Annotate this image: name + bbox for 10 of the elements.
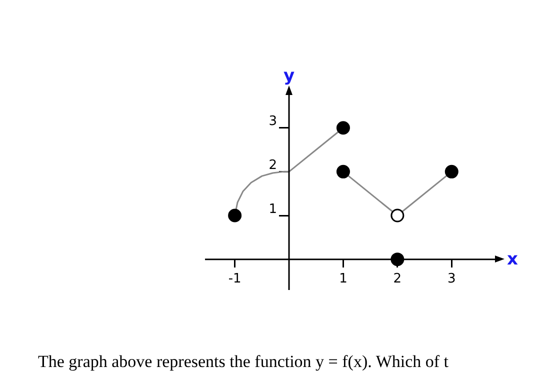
x-tick-label: 1 xyxy=(339,272,348,286)
text: The graph above represents the function y = f(x). Which of t xyxy=(38,352,449,372)
y-axis-title: y xyxy=(283,66,295,86)
y-tick-label: 2 xyxy=(268,158,278,174)
x-tick-label: -1 xyxy=(228,272,242,286)
x-tick-label: 2 xyxy=(393,272,402,286)
y-tick-label: 3 xyxy=(268,114,278,130)
x-tick-label: 3 xyxy=(447,272,456,286)
y-tick-label: 1 xyxy=(268,202,278,217)
x-axis-title: x xyxy=(507,250,518,270)
